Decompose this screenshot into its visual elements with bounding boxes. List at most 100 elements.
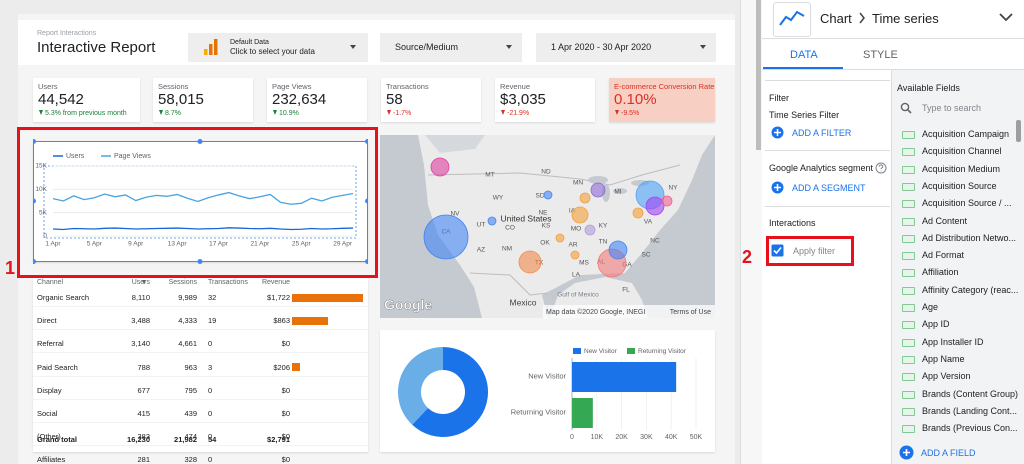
table-cell: 677 bbox=[137, 385, 150, 395]
field-item[interactable]: Acquisition Channel bbox=[922, 146, 1002, 157]
bar bbox=[572, 398, 593, 428]
region-label: IA bbox=[569, 208, 576, 215]
x-tick-label: 1 Apr bbox=[45, 241, 61, 248]
resize-handle bbox=[197, 139, 203, 144]
field-item[interactable]: Ad Format bbox=[922, 250, 965, 261]
map-terms: Terms of Use bbox=[670, 309, 711, 316]
field-item[interactable]: App Version bbox=[922, 371, 971, 382]
table-cell: 0 bbox=[208, 339, 213, 349]
available-fields-heading: Available Fields bbox=[897, 83, 960, 93]
tab-data[interactable]: DATA bbox=[790, 49, 818, 61]
add-segment-button[interactable]: ADD A SEGMENT bbox=[792, 183, 866, 193]
field-item[interactable]: Acquisition Source bbox=[922, 180, 997, 191]
field-type-icon bbox=[902, 200, 915, 209]
scorecard-value: 44,542 bbox=[38, 91, 84, 108]
change-arrow bbox=[159, 110, 163, 115]
field-type-icon bbox=[902, 269, 915, 278]
dimension-filter-label: Source/Medium bbox=[395, 42, 459, 52]
revenue-bar bbox=[292, 316, 328, 325]
field-item[interactable]: Acquisition Source / ... bbox=[922, 198, 1012, 209]
resize-handle bbox=[33, 198, 36, 204]
table-cell: 19 bbox=[208, 316, 217, 326]
region-label: TN bbox=[599, 239, 608, 246]
x-tick-label: 20K bbox=[615, 434, 628, 441]
row-divider bbox=[33, 352, 368, 354]
map-bubble bbox=[579, 192, 591, 204]
help-icon[interactable] bbox=[875, 162, 887, 174]
annotation-number: 1 bbox=[5, 258, 16, 278]
field-item[interactable]: Ad Distribution Netwo... bbox=[922, 232, 1017, 243]
change-arrow bbox=[273, 110, 277, 115]
chart-type-dropdown[interactable] bbox=[999, 12, 1013, 22]
legend-swatch bbox=[627, 348, 635, 354]
legend-swatch bbox=[573, 348, 581, 354]
field-item[interactable]: Brands (Content Group) bbox=[922, 388, 1019, 399]
add-field-button[interactable]: ADD A FIELD bbox=[921, 448, 976, 458]
table-cell: $863 bbox=[273, 316, 290, 326]
revenue-bar bbox=[292, 293, 363, 302]
data-source-name: Default Data bbox=[230, 39, 269, 46]
table-cell: 795 bbox=[184, 385, 197, 395]
date-range-control[interactable] bbox=[536, 33, 716, 62]
map-bubble bbox=[423, 214, 469, 260]
line-chart-icon bbox=[779, 10, 805, 26]
row-divider bbox=[33, 445, 368, 447]
field-item[interactable]: Acquisition Medium bbox=[922, 163, 1001, 174]
field-type-icon bbox=[902, 234, 915, 243]
scrollbar-thumb[interactable] bbox=[756, 0, 761, 150]
region-label: MN bbox=[573, 180, 583, 187]
tab-style[interactable]: STYLE bbox=[863, 49, 898, 61]
data-source-control[interactable] bbox=[188, 33, 368, 62]
time-series-card[interactable] bbox=[33, 141, 368, 262]
apply-filter-checkbox[interactable] bbox=[771, 244, 784, 257]
add-filter-button[interactable]: ADD A FILTER bbox=[792, 128, 852, 138]
scorecard-change: -21.9% bbox=[507, 110, 530, 117]
divider bbox=[762, 38, 1024, 39]
map-bubble bbox=[590, 182, 606, 198]
chart-type-icon[interactable] bbox=[773, 2, 811, 37]
field-type-icon bbox=[902, 338, 915, 347]
x-tick-label: 21 Apr bbox=[250, 241, 270, 248]
table-cell: $1,722 bbox=[267, 293, 290, 302]
table-cell: 3,488 bbox=[131, 316, 150, 326]
region-label: GA bbox=[622, 262, 632, 269]
table-cell: 328 bbox=[184, 455, 197, 464]
total-cell: 16,230 bbox=[127, 435, 150, 444]
field-item[interactable]: App Installer ID bbox=[922, 336, 984, 347]
region-label: UT bbox=[477, 222, 486, 229]
field-item[interactable]: App Name bbox=[922, 353, 965, 364]
field-item[interactable]: App ID bbox=[922, 319, 950, 330]
scorecard-change: 8.7% bbox=[165, 110, 181, 117]
table-cell: (Other) bbox=[37, 432, 61, 442]
table-cell: Affiliates bbox=[37, 455, 66, 464]
filter-heading: Filter bbox=[769, 93, 789, 103]
field-type-icon bbox=[902, 182, 915, 191]
y-category-label: Returning Visitor bbox=[511, 407, 567, 416]
field-item[interactable]: Ad Content bbox=[922, 215, 968, 226]
scorecard bbox=[609, 78, 715, 122]
field-type-icon bbox=[902, 286, 915, 295]
change-arrow bbox=[39, 110, 43, 115]
field-type-icon bbox=[902, 355, 915, 364]
dropdown-arrow bbox=[506, 45, 512, 49]
apply-filter-label: Apply filter bbox=[793, 246, 836, 256]
field-item[interactable]: Brands (Previous Con... bbox=[922, 423, 1018, 434]
visitor-charts: 0 10K 20K 30K 40K 50K New Visitor New Visitor Re… bbox=[398, 347, 703, 441]
fields-scrollbar[interactable] bbox=[1016, 120, 1021, 142]
x-tick-label: 25 Apr bbox=[292, 241, 312, 248]
column-header: Revenue bbox=[261, 279, 290, 286]
scorecard bbox=[267, 78, 367, 122]
region-label: KS bbox=[542, 223, 551, 230]
field-item[interactable]: Affinity Category (reac... bbox=[922, 284, 1019, 295]
field-item[interactable]: Affiliation bbox=[922, 267, 959, 278]
field-item[interactable]: Age bbox=[922, 302, 939, 312]
field-item[interactable]: Brands (Landing Cont... bbox=[922, 405, 1018, 416]
total-cell: 54 bbox=[208, 435, 217, 444]
field-type-icon bbox=[902, 321, 915, 330]
dimension-filter-control[interactable] bbox=[380, 33, 522, 62]
row-divider bbox=[33, 422, 368, 423]
table-cell: Display bbox=[37, 385, 62, 395]
field-search-input[interactable]: Type to search bbox=[922, 103, 982, 113]
field-item[interactable]: Acquisition Campaign bbox=[922, 129, 1010, 139]
table-cell: 383 bbox=[137, 432, 150, 442]
